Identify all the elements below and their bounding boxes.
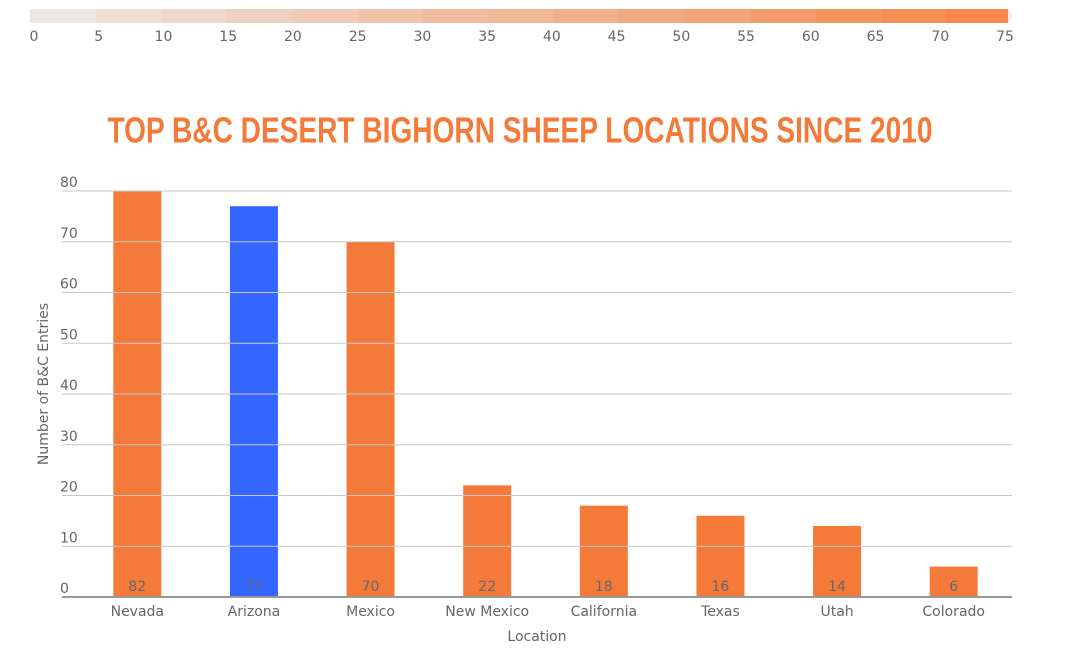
y-tick-label: 60 — [60, 277, 78, 293]
scale-tick-label: 0 — [30, 29, 39, 45]
scale-tick-label: 65 — [867, 29, 885, 45]
scale-tick-label: 40 — [543, 29, 561, 45]
scale-tick-label: 60 — [802, 29, 820, 45]
value-label: 16 — [712, 579, 730, 595]
x-tick-label: Mexico — [346, 604, 395, 620]
scale-tick-label: 5 — [94, 29, 103, 45]
scale-tick-label: 75 — [996, 29, 1014, 45]
scale-tick-label: 45 — [608, 29, 626, 45]
scale-tick-label: 35 — [478, 29, 496, 45]
scale-tick-label: 10 — [155, 29, 173, 45]
bar — [579, 505, 628, 597]
bar — [346, 241, 395, 597]
scale-segment — [488, 9, 555, 23]
x-tick-label: Nevada — [111, 604, 164, 620]
scale-tick-label: 50 — [672, 29, 690, 45]
scale-segment — [815, 9, 882, 23]
y-tick-label: 20 — [60, 480, 78, 496]
y-tick-label: 30 — [60, 429, 78, 445]
bar — [229, 206, 278, 597]
scale-segment — [619, 9, 686, 23]
y-tick-label: 70 — [60, 226, 78, 242]
scale-segment — [357, 9, 424, 23]
y-axis-title: Number of B&C Entries — [36, 303, 52, 465]
scale-segment — [291, 9, 358, 23]
x-tick-label: Arizona — [228, 604, 281, 620]
x-tick-label: Colorado — [922, 604, 985, 620]
y-tick-label: 50 — [60, 327, 78, 343]
scale-segment — [553, 9, 620, 23]
y-tick-label: 10 — [60, 530, 78, 546]
bar — [929, 566, 978, 597]
bars — [113, 191, 978, 597]
scale-tick-label: 15 — [219, 29, 237, 45]
value-label: 70 — [362, 579, 380, 595]
scale-tick-label: 55 — [737, 29, 755, 45]
y-tick-label: 0 — [60, 581, 69, 597]
bar — [813, 525, 862, 597]
bar — [463, 485, 512, 597]
scale-segment — [881, 9, 948, 23]
value-label: 77 — [245, 579, 263, 595]
value-label: 14 — [828, 579, 846, 595]
y-tick-label: 80 — [60, 175, 78, 191]
x-tick-label: California — [571, 604, 637, 620]
scale-segment — [750, 9, 817, 23]
scale-tick-label: 30 — [413, 29, 431, 45]
bar — [696, 515, 745, 597]
scale-segment — [160, 9, 227, 23]
value-label: 82 — [128, 579, 146, 595]
scale-tick-label: 70 — [931, 29, 949, 45]
scale-segment — [226, 9, 293, 23]
scale-segment — [95, 9, 162, 23]
bar — [113, 191, 162, 597]
x-axis-title: Location — [507, 629, 566, 645]
chart-title: TOP B&C DESERT BIGHORN SHEEP LOCATIONS S… — [108, 110, 933, 151]
x-tick-label: Utah — [820, 604, 853, 620]
scale-segment — [30, 9, 96, 23]
scale-segment — [422, 9, 489, 23]
scale-tick-label: 20 — [284, 29, 302, 45]
scale-tick-label: 25 — [349, 29, 367, 45]
scale-segment — [946, 9, 1008, 23]
value-label: 6 — [949, 579, 958, 595]
y-tick-label: 40 — [60, 378, 78, 394]
value-label: 18 — [595, 579, 613, 595]
value-label: 22 — [478, 579, 496, 595]
scale-segment — [684, 9, 751, 23]
x-tick-label: Texas — [700, 604, 740, 620]
x-tick-label: New Mexico — [445, 604, 529, 620]
